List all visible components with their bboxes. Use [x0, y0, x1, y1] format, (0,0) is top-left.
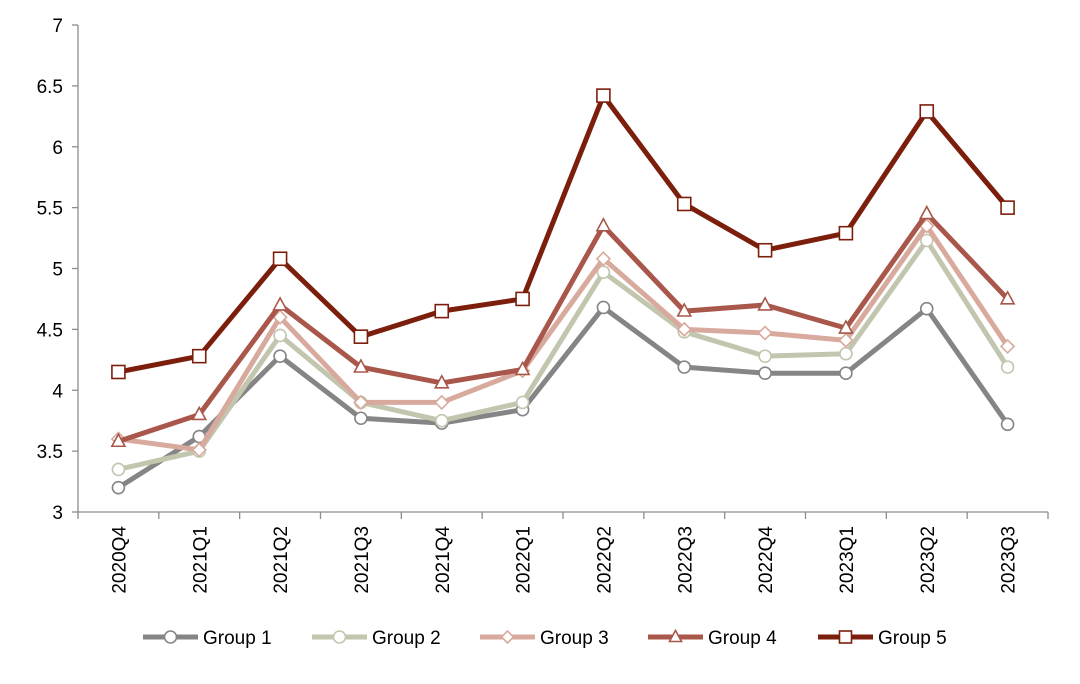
data-point [273, 349, 287, 363]
legend-label: Group 4 [708, 628, 777, 649]
data-point [191, 405, 208, 421]
data-point [433, 374, 450, 389]
x-tick-label: 2022Q3 [675, 526, 696, 594]
data-point [272, 296, 288, 311]
data-point [839, 366, 853, 381]
legend-label: Group 5 [878, 628, 947, 649]
data-point [758, 349, 772, 363]
data-point [757, 296, 773, 311]
data-point [353, 329, 369, 344]
data-point [272, 251, 288, 267]
legend-label: Group 2 [372, 628, 441, 649]
legend-marker [332, 630, 347, 644]
data-point [353, 394, 369, 411]
series-4 [110, 204, 1016, 448]
data-point [434, 303, 450, 319]
y-tick-label: 7 [52, 16, 63, 37]
x-tick-label: 2021Q1 [190, 526, 211, 594]
data-point [111, 480, 126, 495]
legend-item: Group 2 [312, 628, 441, 649]
data-point [595, 217, 612, 232]
data-point [838, 225, 854, 241]
series-line [118, 223, 1010, 453]
data-point [676, 302, 693, 317]
data-point [595, 251, 612, 267]
legend-item: Group 3 [480, 628, 609, 649]
legend-item: Group 1 [143, 628, 272, 649]
y-tick-label: 3.5 [37, 442, 63, 463]
data-point [758, 366, 772, 381]
data-point [677, 360, 692, 374]
y-tick-label: 4 [52, 381, 63, 402]
y-tick-label: 6.5 [37, 77, 63, 98]
x-tick-label: 2023Q2 [918, 526, 939, 594]
x-tick-label: 2023Q1 [837, 526, 858, 594]
data-point [919, 233, 934, 248]
data-point [110, 432, 127, 448]
data-point [919, 301, 934, 316]
y-tick-label: 5 [52, 260, 63, 281]
data-point [353, 358, 369, 373]
legend-marker [668, 628, 683, 643]
y-tick-label: 4.5 [37, 320, 63, 341]
data-point [999, 338, 1016, 355]
data-point [999, 290, 1016, 305]
series-1 [111, 300, 1015, 495]
data-point [757, 242, 773, 258]
x-tick-label: 2020Q4 [109, 526, 130, 594]
chart-series [110, 88, 1016, 495]
data-point [111, 364, 126, 380]
x-tick-label: 2022Q4 [756, 526, 777, 594]
data-point [676, 321, 692, 338]
x-tick-label: 2022Q2 [594, 526, 615, 594]
data-point [1000, 360, 1015, 374]
legend-label: Group 3 [540, 628, 609, 649]
x-tick-label: 2021Q3 [352, 526, 373, 594]
data-point [191, 442, 207, 458]
legend-item: Group 5 [818, 628, 947, 649]
data-point [919, 104, 935, 119]
data-point [1000, 200, 1015, 215]
y-tick-label: 6 [52, 138, 63, 159]
legend-marker [500, 629, 515, 645]
legend-marker [163, 630, 178, 644]
x-tick-label: 2023Q3 [999, 526, 1020, 594]
data-point [1000, 417, 1015, 432]
legend-item: Group 4 [648, 628, 777, 649]
legend-marker [838, 630, 853, 644]
data-point [434, 413, 449, 428]
data-point [111, 462, 126, 477]
series-3 [110, 218, 1016, 458]
data-point [838, 332, 854, 348]
series-line [117, 211, 1010, 444]
data-point [757, 325, 773, 341]
data-point [676, 196, 692, 212]
data-point [191, 348, 207, 364]
x-tick-label: 2022Q1 [514, 526, 535, 594]
series-5 [111, 88, 1015, 380]
data-point [918, 204, 935, 220]
data-point [596, 88, 611, 103]
chart-legend: Group 1 Group 2 Group 3 Group 4 Group 5 [143, 628, 947, 649]
data-point [434, 394, 450, 411]
x-tick-label: 2021Q2 [271, 526, 292, 594]
series-line [117, 93, 1010, 375]
series-line [117, 237, 1010, 472]
data-point [515, 291, 530, 307]
data-point [839, 346, 853, 361]
data-point [514, 360, 531, 376]
legend-label: Group 1 [203, 628, 272, 649]
y-tick-label: 3 [52, 503, 63, 524]
data-point [838, 319, 854, 334]
data-point [596, 300, 611, 315]
x-tick-label: 2021Q4 [433, 526, 454, 594]
data-point [515, 395, 530, 410]
y-tick-label: 5.5 [37, 199, 63, 220]
series-line [117, 304, 1010, 490]
chart-axes: 3 3.5 4 4.5 5 5.5 6 6.5 7 2020Q4 2021Q1 2021Q2 2021Q… [37, 16, 1049, 594]
data-point [273, 328, 287, 343]
data-point [354, 411, 368, 426]
